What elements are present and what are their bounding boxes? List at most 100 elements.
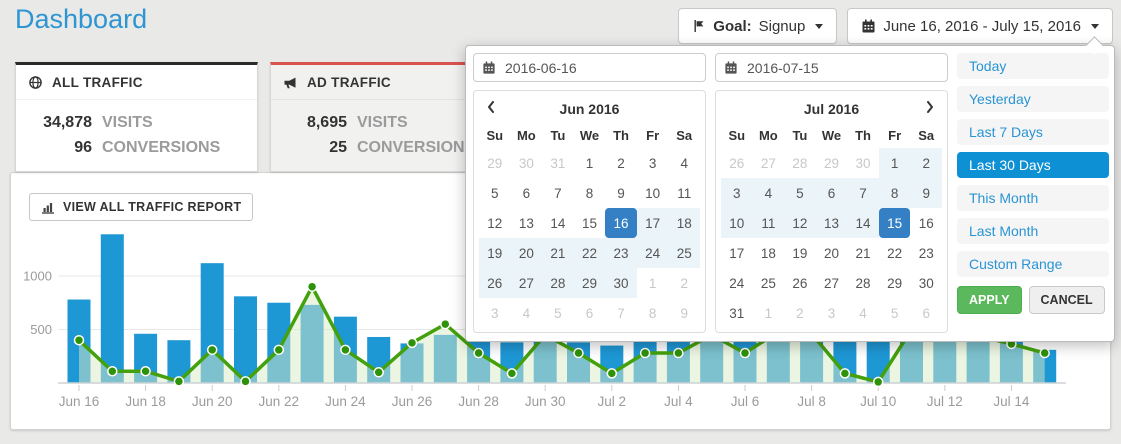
end-date-input[interactable] [745, 58, 939, 77]
range-option-today[interactable]: Today [957, 53, 1109, 79]
calendar-day-cell[interactable]: 6 [922, 305, 930, 321]
calendar-day-cell[interactable]: 13 [815, 208, 848, 238]
line-point-jul-4[interactable] [673, 347, 684, 359]
bar-jun-19[interactable] [167, 340, 191, 383]
bar-jun-17[interactable] [100, 234, 124, 383]
line-point-jul-6[interactable] [739, 347, 751, 359]
calendar-day-cell[interactable]: 20 [510, 238, 543, 268]
calendar-day-cell[interactable]: 27 [760, 155, 776, 171]
range-option-this-month[interactable]: This Month [957, 185, 1109, 211]
calendar-day-cell[interactable]: 26 [792, 275, 808, 291]
line-point-jun-28[interactable] [473, 347, 484, 359]
calendar-day-cell[interactable]: 5 [784, 178, 816, 208]
calendar-day-cell[interactable]: 24 [729, 275, 745, 291]
calendar-day-cell[interactable]: 3 [648, 155, 657, 171]
calendar-day-cell[interactable]: 2 [796, 305, 804, 321]
calendar-day-cell[interactable]: 5 [890, 305, 899, 321]
calendar-day-cell[interactable]: 25 [668, 238, 700, 268]
calendar-day-cell[interactable]: 8 [648, 305, 657, 321]
calendar-day-cell[interactable]: 30 [518, 155, 534, 171]
calendar-day-cell[interactable]: 7 [617, 305, 625, 321]
calendar-day-cell[interactable]: 28 [855, 275, 871, 291]
calendar-day-cell[interactable]: 30 [605, 268, 637, 298]
calendar-day-cell[interactable]: 29 [573, 268, 606, 298]
calendar-day-cell[interactable]: 1 [764, 305, 773, 321]
range-option-custom-range[interactable]: Custom Range [957, 251, 1109, 277]
calendar-day-cell[interactable]: 29 [487, 155, 503, 171]
calendar-day-cell[interactable]: 21 [855, 245, 871, 261]
line-point-jul-15[interactable] [1039, 347, 1050, 359]
calendar-day-cell[interactable]: 14 [847, 208, 879, 238]
calendar-day-cell[interactable]: 7 [847, 178, 879, 208]
line-point-jun-23[interactable] [306, 281, 318, 292]
calendar-day-cell[interactable]: 4 [752, 178, 785, 208]
prev-month-icon[interactable] [487, 101, 495, 113]
calendar-day-cell[interactable]: 27 [823, 275, 839, 291]
calendar-day-cell[interactable]: 25 [760, 275, 776, 291]
calendar-day-cell[interactable]: 29 [887, 275, 903, 291]
calendar-day-cell[interactable]: 3 [491, 305, 499, 321]
goal-selector-button[interactable]: Goal: Signup [678, 8, 838, 44]
calendar-day-cell[interactable]: 28 [792, 155, 808, 171]
calendar-day-cell[interactable]: 4 [522, 305, 531, 321]
calendar-day-cell[interactable]: 28 [542, 268, 574, 298]
calendar-day-cell[interactable]: 10 [645, 185, 661, 201]
calendar-day-cell[interactable]: 8 [585, 185, 594, 201]
next-month-icon[interactable] [926, 101, 934, 113]
range-option-last-30-days[interactable]: Last 30 Days [957, 152, 1109, 178]
calendar-day-cell[interactable]: 17 [636, 208, 669, 238]
line-point-jun-27[interactable] [440, 318, 451, 330]
calendar-day-cell[interactable]: 6 [815, 178, 848, 208]
calendar-day-cell[interactable]: 5 [554, 305, 562, 321]
line-point-jun-20[interactable] [206, 344, 218, 356]
calendar-day-cell[interactable]: 3 [721, 178, 753, 208]
range-option-last-7-days[interactable]: Last 7 Days [957, 119, 1109, 145]
calendar-day-cell[interactable]: 30 [855, 155, 871, 171]
date-range-selector-button[interactable]: June 16, 2016 - July 15, 2016 [847, 8, 1113, 44]
line-point-jun-24[interactable] [340, 344, 351, 356]
line-point-jul-1[interactable] [573, 347, 584, 359]
calendar-day-cell[interactable]: 23 [918, 245, 934, 261]
calendar-day-cell[interactable]: 12 [784, 208, 816, 238]
apply-button[interactable]: APPLY [957, 286, 1022, 314]
calendar-day-cell[interactable]: 2 [680, 275, 688, 291]
calendar-day-cell[interactable]: 4 [859, 305, 867, 321]
calendar-day-cell[interactable]: 26 [479, 268, 511, 298]
calendar-day-cell[interactable]: 3 [827, 305, 836, 321]
calendar-day-cell[interactable]: 7 [554, 185, 562, 201]
calendar-day-cell[interactable]: 15 [581, 215, 597, 231]
calendar-day-cell[interactable]: 16 [605, 208, 637, 238]
calendar-day-cell[interactable]: 18 [668, 208, 700, 238]
calendar-day-cell[interactable]: 11 [677, 185, 692, 201]
calendar-day-cell[interactable]: 29 [823, 155, 839, 171]
start-date-input[interactable] [503, 58, 697, 77]
all-traffic-card[interactable]: ALL TRAFFIC 34,878 VISITS 96 CONVERSIONS [15, 62, 258, 172]
calendar-day-cell[interactable]: 31 [550, 155, 566, 171]
cancel-button[interactable]: CANCEL [1028, 286, 1105, 314]
calendar-day-cell[interactable]: 5 [491, 185, 499, 201]
range-option-last-month[interactable]: Last Month [957, 218, 1109, 244]
line-point-jun-16[interactable] [73, 334, 85, 346]
calendar-day-cell[interactable]: 13 [518, 215, 534, 231]
line-point-jun-26[interactable] [406, 337, 418, 349]
calendar-day-cell[interactable]: 2 [910, 148, 942, 178]
calendar-day-cell[interactable]: 20 [823, 245, 839, 261]
line-point-jun-25[interactable] [373, 367, 384, 378]
calendar-day-cell[interactable]: 26 [729, 155, 745, 171]
calendar-day-cell[interactable]: 23 [605, 238, 637, 268]
line-point-jul-9[interactable] [839, 368, 851, 379]
calendar-day-cell[interactable]: 9 [617, 185, 625, 201]
calendar-day-cell[interactable]: 18 [760, 245, 776, 261]
calendar-day-cell[interactable]: 9 [910, 178, 942, 208]
calendar-day-cell[interactable]: 17 [729, 245, 745, 261]
calendar-day-cell[interactable]: 22 [887, 245, 903, 261]
bar-jun-21[interactable] [234, 296, 257, 383]
calendar-day-cell[interactable]: 30 [918, 275, 934, 291]
calendar-day-cell[interactable]: 15 [878, 208, 911, 238]
calendar-day-cell[interactable]: 10 [721, 208, 753, 238]
calendar-day-cell[interactable]: 22 [573, 238, 606, 268]
calendar-day-cell[interactable]: 11 [752, 208, 785, 238]
line-point-jul-10[interactable] [872, 376, 884, 388]
calendar-day-cell[interactable]: 12 [487, 215, 503, 231]
calendar-day-cell[interactable]: 19 [479, 238, 511, 268]
